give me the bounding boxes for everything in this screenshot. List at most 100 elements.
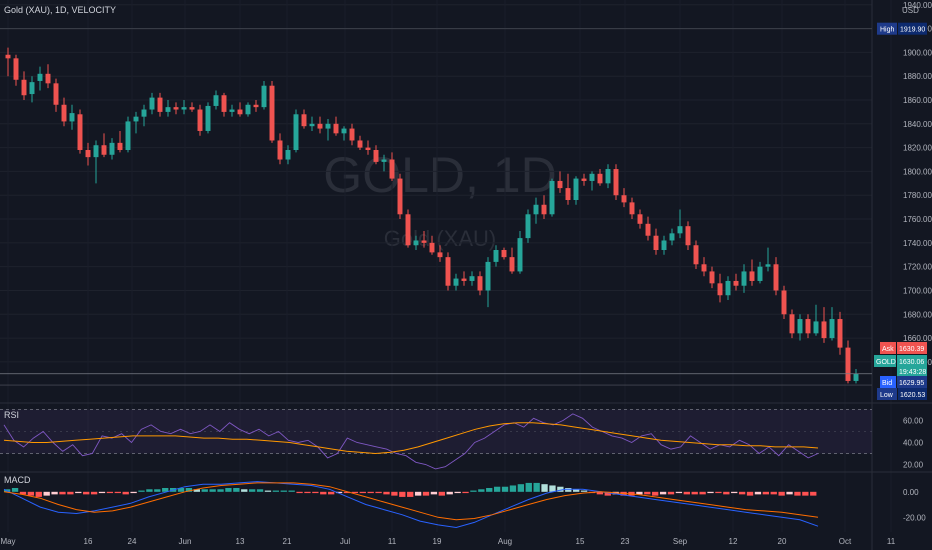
candle-body [349,128,355,141]
time-tick-label: Jun [179,537,192,546]
macd-histogram-bar [723,491,730,495]
macd-histogram-bar [328,491,335,495]
macd-histogram-bar [209,489,216,492]
candle-body [621,195,627,203]
macd-legend[interactable]: MACD [4,475,31,485]
candle-body [725,280,731,296]
candle-body [429,242,435,253]
rsi-band-fill [0,409,872,454]
candle-body [413,240,419,246]
candle-body [85,150,91,158]
candle-body [805,319,811,334]
candle-body [333,123,339,134]
candle-body [709,271,715,284]
macd-histogram-bar [762,491,770,495]
candle-body [205,105,211,131]
time-tick-label: Aug [498,537,512,546]
macd-histogram-bar [106,491,114,494]
candle-body [189,107,195,110]
gold-marker-value-bg [897,355,927,377]
macd-histogram-bar [549,485,556,492]
candle-body [405,214,411,246]
candle-body [765,264,771,267]
candle-body [5,54,11,59]
candle-body [517,238,523,272]
candle-body [93,145,99,158]
candle-body [837,319,843,348]
macd-tick-label: 0.00 [903,488,919,497]
candle-body [197,109,203,131]
candle-body [317,123,323,129]
macd-histogram-bar [83,491,90,495]
macd-histogram-bar [272,490,280,492]
time-tick-label: 15 [576,537,585,546]
high-marker-label: High [880,27,895,34]
candle-body [773,264,779,291]
candle-body [101,145,107,155]
macd-histogram-bar [778,491,785,496]
macd-histogram-bar [256,489,264,492]
macd-histogram-bar [493,486,501,492]
macd-histogram-bar [367,491,374,494]
candle-body [717,283,723,296]
candle-body [325,123,331,129]
macd-histogram-bar [517,484,525,492]
price-tick-label: 1900.00 [903,48,932,57]
time-axis[interactable]: May 16 24 Jun 13 21 Jul 11 19 Aug 15 23 Sep 12 20 Oct 11 [0,537,895,546]
candle-body [29,82,35,95]
macd-histogram-bar [241,489,248,492]
macd-histogram-bar [146,489,153,492]
high-marker-value: 1919.90 [900,27,925,34]
symbol-legend[interactable]: Gold (XAU), 1D, VELOCITY [4,5,116,15]
macd-histogram-bar [296,491,303,494]
time-tick-label: Oct [839,537,852,546]
candle-body [293,114,299,150]
macd-histogram-bar [98,491,106,494]
candle-body [533,204,539,215]
time-tick-label: 20 [778,537,787,546]
time-tick-label: 21 [283,537,292,546]
candle-body [157,97,163,112]
price-tick-label: 1840.00 [903,120,932,129]
rsi-tick-label: 20.00 [903,461,924,470]
macd-tick-label: -20.00 [903,513,926,522]
macd-histogram-bar [217,489,224,492]
candle-body [285,150,291,160]
rsi-legend[interactable]: RSI [4,410,19,420]
macd-histogram-bar [288,490,295,492]
candle-body [173,107,179,110]
price-tick-label: 1800.00 [903,167,932,176]
macd-histogram-bar [280,490,287,492]
macd-histogram-bar [501,486,509,492]
candle-body [821,321,827,339]
macd-histogram-bar [130,491,137,494]
macd-histogram-bar [399,491,406,497]
candle-body [701,264,707,272]
candle-body [397,178,403,215]
macd-histogram-bar [707,491,714,494]
candle-body [669,233,675,241]
macd-histogram-bar [138,490,145,492]
macd-histogram-bar [67,491,74,495]
macd-histogram-bar [462,491,469,494]
high-marker-value-bg [898,22,927,35]
macd-histogram-bar [90,491,98,495]
candle-body [589,173,595,181]
candle-body [261,85,267,108]
macd-histogram-bar [185,488,193,492]
price-axis[interactable]: 1940.001920.001900.001880.001860.001840.… [903,1,932,523]
time-tick-label: May [0,537,15,546]
macd-histogram-bar [644,491,651,495]
candle-body [309,123,315,127]
candle-body [437,252,443,258]
macd-histogram-bar [201,489,208,492]
candle-body [37,73,43,81]
macd-histogram-bar [193,489,200,492]
candle-body [749,271,755,281]
macd-line [3,481,819,529]
candle-body [733,280,739,286]
macd-histogram-bar [225,488,232,492]
macd-histogram-bar [304,491,311,494]
macd-histogram-bar [596,491,604,495]
